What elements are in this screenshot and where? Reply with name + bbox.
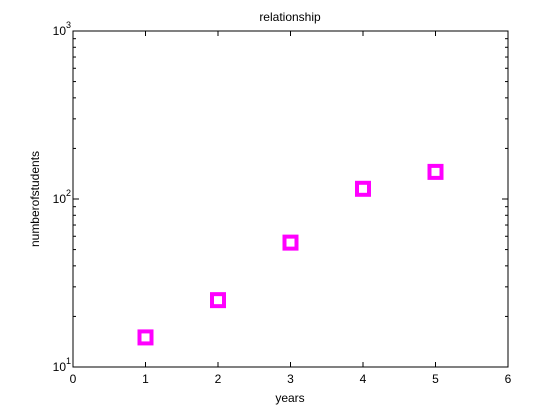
data-point [137,329,154,346]
x-axis-label: years [275,391,304,405]
y-tick-label: 10 2 [53,188,71,206]
chart-title: relationship [259,10,321,24]
y-tick-label-base: 10 [53,192,67,206]
data-point [210,292,226,309]
y-axis-label: numberofstudents [28,151,42,247]
y-tick-label-exponent: 1 [66,356,71,366]
data-points [137,163,444,346]
x-tick-label: 3 [287,372,294,386]
data-point [282,234,299,251]
y-tick-label-exponent: 3 [66,20,71,30]
x-tick-label: 6 [505,372,512,386]
plot-area [72,30,509,368]
y-tick-label: 10 1 [53,356,71,374]
y-tick-label-exponent: 2 [66,188,71,198]
x-tick-label: 1 [142,372,149,386]
y-tick-label-base: 10 [53,360,67,374]
x-tick-label: 0 [70,372,77,386]
x-tick-label: 4 [360,372,367,386]
x-axis-ticks: 0 1 2 3 4 5 6 [70,31,512,386]
x-tick-label: 2 [215,372,222,386]
data-point [355,180,371,197]
data-point [427,163,444,180]
x-tick-label: 5 [432,372,439,386]
y-tick-label-base: 10 [53,24,67,38]
y-tick-label: 10 3 [53,20,71,38]
